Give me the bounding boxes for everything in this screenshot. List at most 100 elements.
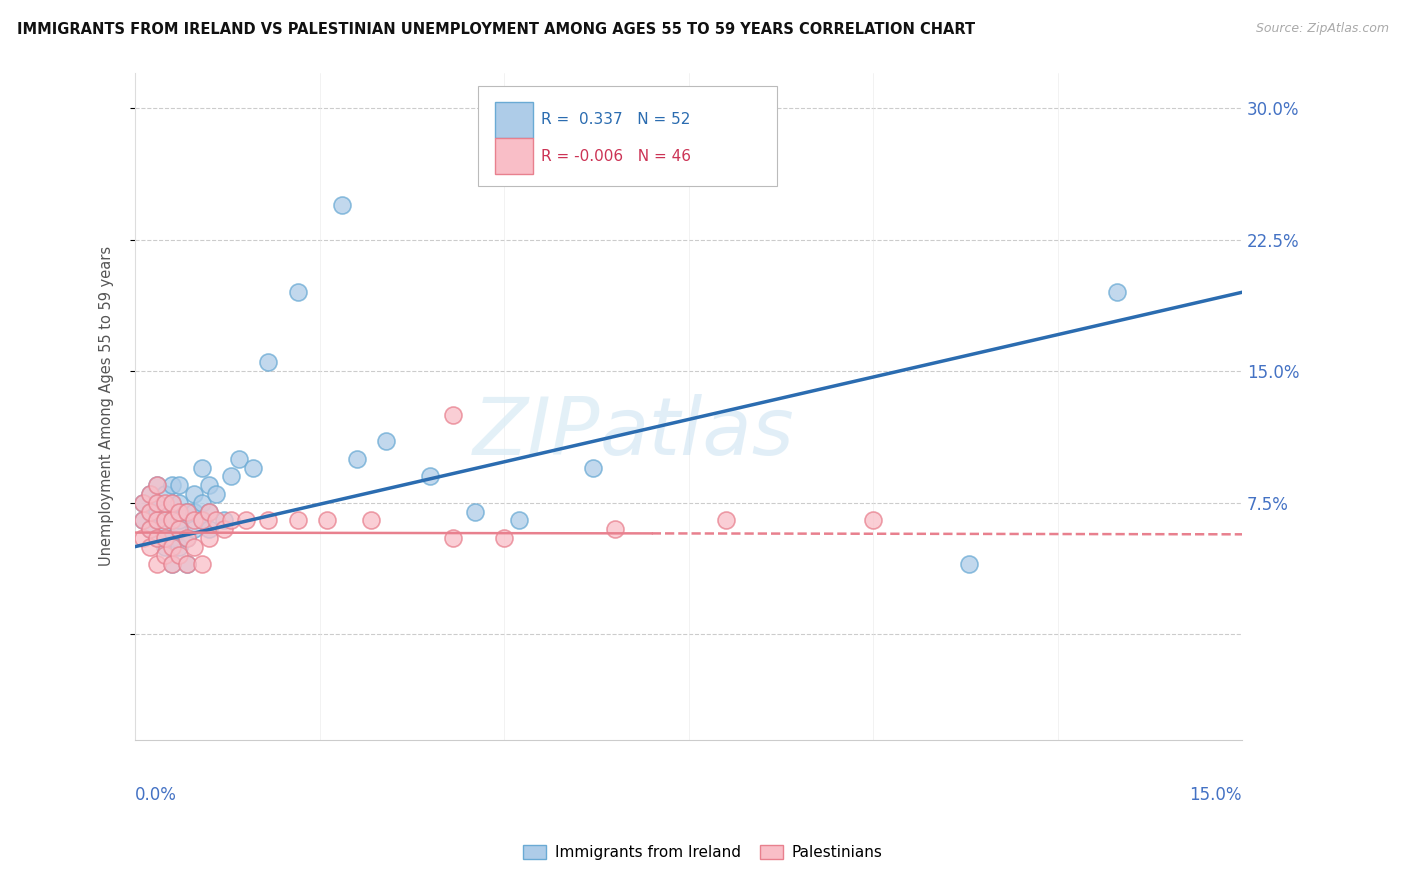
Point — [190, 460, 212, 475]
Point — [146, 478, 169, 492]
Point — [169, 496, 191, 510]
Point — [198, 522, 221, 536]
Point — [183, 504, 205, 518]
Point — [198, 504, 221, 518]
Point — [169, 478, 191, 492]
Point — [176, 557, 198, 571]
Point — [494, 531, 516, 545]
Point — [603, 522, 626, 536]
Point — [176, 504, 198, 518]
Text: Source: ZipAtlas.com: Source: ZipAtlas.com — [1256, 22, 1389, 36]
Point — [139, 504, 162, 518]
Point — [183, 522, 205, 536]
Point — [419, 469, 441, 483]
FancyBboxPatch shape — [495, 138, 533, 174]
Point — [330, 197, 353, 211]
Point — [219, 469, 242, 483]
Point — [190, 496, 212, 510]
Point — [205, 487, 228, 501]
Point — [287, 513, 309, 527]
Point — [169, 522, 191, 536]
Point — [139, 487, 162, 501]
Point — [212, 513, 235, 527]
Point — [235, 513, 257, 527]
Point — [176, 531, 198, 545]
Point — [176, 504, 198, 518]
Point — [153, 522, 176, 536]
Point — [169, 540, 191, 554]
Point — [190, 513, 212, 527]
Point — [1105, 285, 1128, 300]
Point — [169, 549, 191, 563]
Point — [139, 487, 162, 501]
Point — [257, 355, 280, 369]
Point — [957, 557, 980, 571]
Point — [183, 540, 205, 554]
Point — [360, 513, 382, 527]
Point — [131, 513, 153, 527]
Point — [160, 557, 183, 571]
Point — [160, 557, 183, 571]
Point — [169, 504, 191, 518]
Point — [183, 513, 205, 527]
Point — [316, 513, 339, 527]
FancyBboxPatch shape — [478, 87, 778, 186]
Point — [146, 531, 169, 545]
Point — [169, 522, 191, 536]
Point — [257, 513, 280, 527]
Text: 0.0%: 0.0% — [135, 786, 177, 805]
Point — [153, 487, 176, 501]
Point — [160, 531, 183, 545]
Point — [219, 513, 242, 527]
Point — [131, 496, 153, 510]
Text: ZIP: ZIP — [472, 394, 600, 472]
Point — [153, 540, 176, 554]
Point — [508, 513, 530, 527]
Point — [139, 522, 162, 536]
FancyBboxPatch shape — [495, 102, 533, 137]
Y-axis label: Unemployment Among Ages 55 to 59 years: Unemployment Among Ages 55 to 59 years — [100, 246, 114, 566]
Point — [176, 557, 198, 571]
Point — [190, 513, 212, 527]
Text: R =  0.337   N = 52: R = 0.337 N = 52 — [541, 112, 690, 128]
Point — [146, 531, 169, 545]
Point — [441, 408, 464, 422]
Text: R = -0.006   N = 46: R = -0.006 N = 46 — [541, 149, 692, 164]
Point — [183, 487, 205, 501]
Point — [146, 504, 169, 518]
Point — [146, 513, 169, 527]
Point — [160, 496, 183, 510]
Point — [153, 549, 176, 563]
Point — [862, 513, 884, 527]
Point — [198, 531, 221, 545]
Point — [212, 522, 235, 536]
Point — [160, 478, 183, 492]
Point — [160, 513, 183, 527]
Point — [375, 434, 398, 449]
Point — [160, 540, 183, 554]
Point — [146, 513, 169, 527]
Point — [139, 522, 162, 536]
Legend: Immigrants from Ireland, Palestinians: Immigrants from Ireland, Palestinians — [517, 839, 889, 866]
Point — [346, 451, 368, 466]
Point — [153, 531, 176, 545]
Point — [146, 557, 169, 571]
Point — [228, 451, 250, 466]
Point — [205, 513, 228, 527]
Point — [153, 513, 176, 527]
Point — [464, 504, 486, 518]
Text: 15.0%: 15.0% — [1189, 786, 1241, 805]
Point — [153, 496, 176, 510]
Point — [190, 557, 212, 571]
Point — [146, 496, 169, 510]
Point — [287, 285, 309, 300]
Point — [198, 504, 221, 518]
Text: atlas: atlas — [600, 394, 794, 472]
Point — [153, 504, 176, 518]
Text: IMMIGRANTS FROM IRELAND VS PALESTINIAN UNEMPLOYMENT AMONG AGES 55 TO 59 YEARS CO: IMMIGRANTS FROM IRELAND VS PALESTINIAN U… — [17, 22, 974, 37]
Point — [146, 496, 169, 510]
Point — [160, 496, 183, 510]
Point — [146, 478, 169, 492]
Point — [169, 513, 191, 527]
Point — [242, 460, 264, 475]
